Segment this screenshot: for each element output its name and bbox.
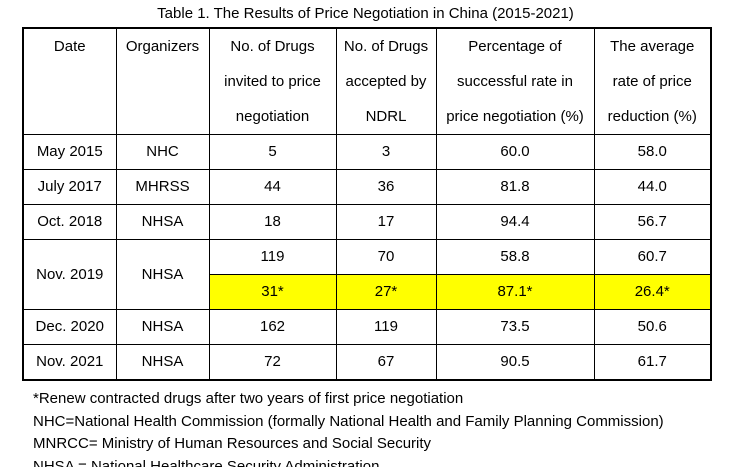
header-price-reduction: The average rate of price reduction (%) xyxy=(593,27,712,135)
cell-success-rate: 90.5 xyxy=(435,344,595,381)
cell-accepted: 67 xyxy=(335,344,437,381)
cell-invited: 119 xyxy=(208,239,337,275)
cell-invited: 31* xyxy=(208,274,337,310)
cell-accepted: 36 xyxy=(335,169,437,205)
cell-invited: 18 xyxy=(208,204,337,240)
cell-reduction: 60.7 xyxy=(593,239,712,275)
cell-success-rate: 81.8 xyxy=(435,169,595,205)
header-drugs-invited: No. of Drugs invited to price negotiatio… xyxy=(208,27,337,135)
table-row: Nov. 2021 NHSA 72 67 90.5 61.7 xyxy=(22,344,712,381)
cell-success-rate: 94.4 xyxy=(435,204,595,240)
footnote-nhc: NHC=National Health Commission (formally… xyxy=(33,412,664,430)
header-row: Date Organizers No. of Drugs invited to … xyxy=(22,27,712,135)
cell-success-rate: 60.0 xyxy=(435,134,595,170)
cell-success-rate: 58.8 xyxy=(435,239,595,275)
cell-reduction: 56.7 xyxy=(593,204,712,240)
cell-accepted: 70 xyxy=(335,239,437,275)
cell-organizer: MHRSS xyxy=(115,169,210,205)
cell-invited: 162 xyxy=(208,309,337,345)
table-row: Nov. 2019 NHSA 119 70 58.8 60.7 xyxy=(22,239,712,310)
cell-reduction: 26.4* xyxy=(593,274,712,310)
header-organizers: Organizers xyxy=(115,27,210,135)
table-row: Dec. 2020 NHSA 162 119 73.5 50.6 xyxy=(22,309,712,345)
footnotes: *Renew contracted drugs after two years … xyxy=(33,388,731,467)
header-success-rate: Percentage of successful rate in price n… xyxy=(435,27,595,135)
header-drugs-accepted: No. of Drugs accepted by NDRL xyxy=(335,27,437,135)
cell-accepted: 27* xyxy=(335,274,437,310)
cell-organizer: NHSA xyxy=(115,309,210,345)
footnote-renew: *Renew contracted drugs after two years … xyxy=(33,390,464,407)
cell-reduction: 61.7 xyxy=(593,344,712,381)
cell-organizer: NHSA xyxy=(115,344,210,381)
cell-reduction: 44.0 xyxy=(593,169,712,205)
table-row: Oct. 2018 NHSA 18 17 94.4 56.7 xyxy=(22,204,712,240)
table-title: Table 1. The Results of Price Negotiatio… xyxy=(157,5,574,22)
cell-date: Nov. 2019 xyxy=(22,239,117,310)
footnote-mnrcc: MNRCC= Ministry of Human Resources and S… xyxy=(33,435,432,452)
table-row-highlighted: 31* 27* 87.1* 26.4* xyxy=(23,274,712,310)
cell-accepted: 119 xyxy=(335,309,437,345)
cell-invited: 44 xyxy=(208,169,337,205)
cell-invited: 5 xyxy=(208,134,337,170)
cell-success-rate: 87.1* xyxy=(435,274,595,310)
cell-accepted: 3 xyxy=(335,134,437,170)
cell-success-rate: 73.5 xyxy=(435,309,595,345)
table-row: July 2017 MHRSS 44 36 81.8 44.0 xyxy=(22,169,712,205)
cell-organizer: NHSA xyxy=(115,239,210,310)
cell-date: May 2015 xyxy=(22,134,117,170)
table-row: May 2015 NHC 5 3 60.0 58.0 xyxy=(22,134,712,170)
cell-date: July 2017 xyxy=(22,169,117,205)
cell-reduction: 58.0 xyxy=(593,134,712,170)
cell-date: Dec. 2020 xyxy=(22,309,117,345)
cell-reduction: 50.6 xyxy=(593,309,712,345)
cell-organizer: NHSA xyxy=(115,204,210,240)
results-table: Date Organizers No. of Drugs invited to … xyxy=(22,27,712,381)
header-date: Date xyxy=(22,27,117,135)
cell-accepted: 17 xyxy=(335,204,437,240)
cell-date: Oct. 2018 xyxy=(22,204,117,240)
cell-date: Nov. 2021 xyxy=(22,344,117,381)
footnote-nhsa: NHSA = National Healthcare Security Admi… xyxy=(33,457,380,467)
cell-invited: 72 xyxy=(208,344,337,381)
cell-organizer: NHC xyxy=(115,134,210,170)
